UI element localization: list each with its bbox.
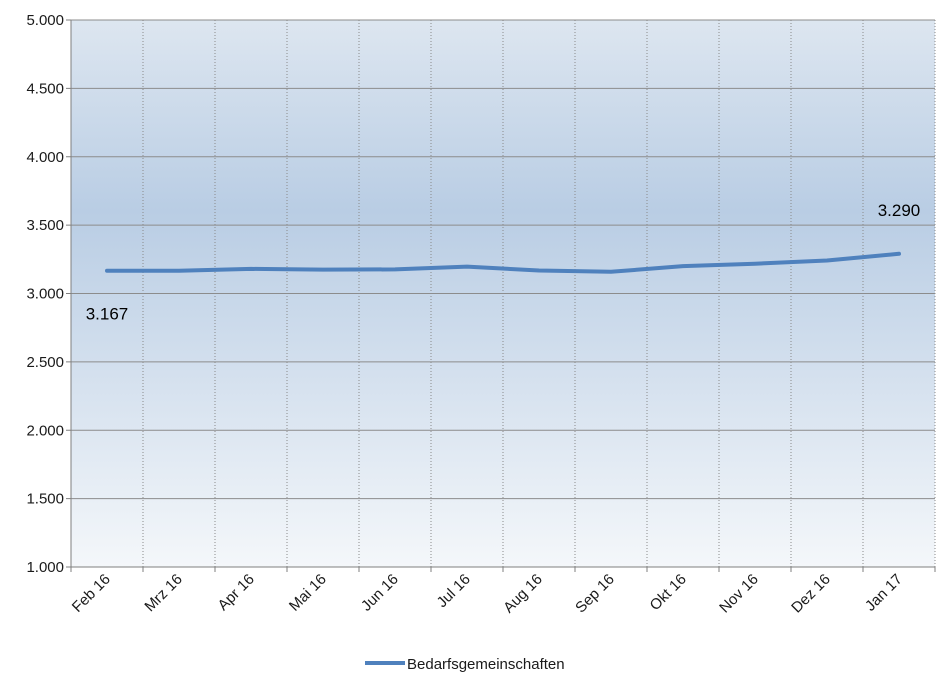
y-tick-label: 4.000 xyxy=(26,149,64,166)
x-tick-label: Mai 16 xyxy=(286,571,330,615)
x-tick-label: Jun 16 xyxy=(358,571,402,615)
x-axis-ticks: Feb 16 Mrz 16 Apr 16 Mai 16 Jun 16 Jul 16 Aug … xyxy=(69,567,936,617)
horizontal-gridlines xyxy=(71,19,935,500)
legend-label: Bedarfsgemeinschaften xyxy=(407,656,565,673)
y-tick-label: 5.000 xyxy=(26,12,64,29)
x-tick-label: Aug 16 xyxy=(500,571,546,617)
legend: Bedarfsgemeinschaften xyxy=(365,656,565,673)
x-tick-label: Jan 17 xyxy=(862,571,906,615)
y-tick-label: 3.500 xyxy=(26,217,64,234)
x-tick-label: Jul 16 xyxy=(434,571,474,611)
y-axis-ticks: 1.000 1.500 2.000 2.500 3.000 3.500 4.000 4.500… xyxy=(26,12,71,576)
data-labels: 3.167 3.290 xyxy=(86,201,921,324)
x-tick-label: Feb 16 xyxy=(69,571,114,616)
x-tick-label: Okt 16 xyxy=(647,571,690,614)
y-tick-label: 2.000 xyxy=(26,422,64,439)
y-tick-label: 1.500 xyxy=(26,491,64,508)
y-tick-label: 1.000 xyxy=(26,559,64,576)
x-tick-label: Nov 16 xyxy=(716,571,762,617)
series-line xyxy=(105,251,901,274)
x-tick-label: Mrz 16 xyxy=(141,571,185,615)
data-label: 3.290 xyxy=(878,201,921,220)
x-tick-label: Apr 16 xyxy=(215,571,258,614)
series-group xyxy=(105,251,901,274)
x-tick-label: Sep 16 xyxy=(572,571,618,617)
data-label: 3.167 xyxy=(86,305,129,324)
y-tick-label: 3.000 xyxy=(26,286,64,303)
y-tick-label: 4.500 xyxy=(26,80,64,97)
x-tick-label: Dez 16 xyxy=(788,571,834,617)
y-tick-label: 2.500 xyxy=(26,354,64,371)
